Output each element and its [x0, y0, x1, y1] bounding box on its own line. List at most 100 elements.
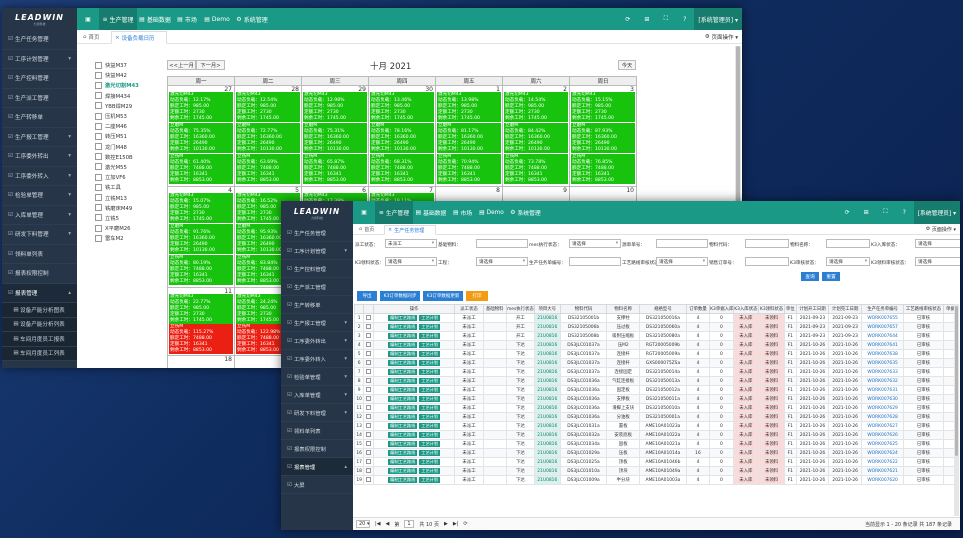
calendar-day[interactable]: 2 激光切M43 动态负载：14.54% 额定工时：985.00 定额工时：2730 剩余…: [503, 86, 570, 187]
edit-route-button[interactable]: 编制工艺路线: [388, 450, 418, 456]
edit-route-button[interactable]: 编制工艺路线: [388, 414, 418, 420]
table-row[interactable]: 8 编制工艺路线 工艺计划 未派工 下达 21U0816 DS3JLC01036a 气缸连接板…: [353, 376, 959, 386]
checkbox[interactable]: [95, 132, 102, 140]
edit-route-button[interactable]: 编制工艺路线: [388, 351, 418, 357]
column-header[interactable]: 规格型号: [639, 304, 687, 314]
equipment-item[interactable]: 激光切割M43: [95, 80, 145, 90]
table-row[interactable]: 4 编制工艺路线 工艺计划 未派工 下达 21U0816 DS3JLC01037a 压M2 RG…: [353, 340, 959, 350]
equipment-item[interactable]: 数控E150B: [95, 152, 145, 162]
process-plan-button[interactable]: 工艺计划: [419, 342, 441, 348]
topnav-4[interactable]: ⚙ 系统管理: [236, 15, 268, 24]
load-event[interactable]: 立磨M 动态负载：75.35% 额定工时：16360.00 定额工时：26490 剩余工…: [169, 123, 233, 153]
sidebar-subitem-0[interactable]: ▤ 设备产能分析图表: [2, 303, 77, 318]
tab-home[interactable]: ⌂ 首页: [83, 33, 100, 41]
row-checkbox[interactable]: [366, 314, 372, 320]
checkbox[interactable]: [95, 122, 102, 130]
refresh-icon[interactable]: ⟳: [625, 15, 631, 23]
filter-select[interactable]: 请选择▾: [476, 257, 528, 266]
load-event[interactable]: 激光切M43 动态负载：12.54% 额定工时：985.00 定额工时：2730 剩余工…: [236, 92, 300, 122]
action-button-2[interactable]: K3订单数据更新: [423, 291, 463, 301]
filter-input[interactable]: [745, 257, 789, 266]
row-checkbox[interactable]: [366, 458, 372, 464]
filter-select[interactable]: 请选择▾: [915, 239, 960, 248]
row-checkbox[interactable]: [366, 395, 372, 401]
table-row[interactable]: 1 编制工艺路线 工艺计划 未派工 开工 21U0816 DS32105001b 支撑柱 DS3…: [353, 313, 959, 323]
row-checkbox[interactable]: [366, 413, 372, 419]
process-plan-button[interactable]: 工艺计划: [419, 477, 441, 483]
checkbox[interactable]: [95, 234, 102, 242]
load-event[interactable]: 立铣M 动态负载：70.94% 额定工时：7488.00 定额工时：16341 剩余工时…: [437, 154, 501, 184]
home-icon[interactable]: ▣: [361, 209, 367, 216]
table-row[interactable]: 14 编制工艺路线 工艺计划 未派工 下达 21U0816 DS3JLC01032a 安装底板…: [353, 430, 959, 440]
topnav-1[interactable]: ▤ 基础数据: [139, 15, 171, 24]
process-plan-button[interactable]: 工艺计划: [419, 333, 441, 339]
load-event[interactable]: 激光切M43 动态负载：15.15% 额定工时：985.00 定额工时：2730 剩余工…: [571, 92, 635, 122]
load-event[interactable]: 立磨M 动态负载：75.31% 额定工时：16360.00 定额工时：26490 剩余工…: [303, 123, 367, 153]
sidebar-subitem-1[interactable]: ▤ 设备产能分析列表: [2, 317, 77, 332]
grid-icon[interactable]: ⊞: [644, 15, 650, 23]
process-plan-button[interactable]: 工艺计划: [419, 432, 441, 438]
equipment-item[interactable]: 立铣5: [95, 213, 145, 223]
filter-input[interactable]: [569, 257, 621, 266]
topnav-2[interactable]: ▤ 市场: [452, 209, 473, 218]
row-checkbox[interactable]: [366, 476, 372, 482]
edit-route-button[interactable]: 编制工艺路线: [388, 360, 418, 366]
load-event[interactable]: 激光切M43 动态负载：13.98% 额定工时：985.00 定额工时：2730 剩余工…: [437, 92, 501, 122]
equipment-item[interactable]: 压机M53: [95, 111, 145, 121]
checkbox[interactable]: [95, 163, 102, 171]
load-event[interactable]: 激光切M43 动态负载：13.46% 额定工时：985.00 定额工时：2730 剩余工…: [370, 92, 434, 122]
filter-input[interactable]: [745, 239, 789, 248]
topnav-4[interactable]: ⚙ 系统管理: [510, 209, 541, 218]
today-button[interactable]: 今天: [618, 60, 636, 70]
checkbox[interactable]: [95, 61, 102, 69]
calendar-day[interactable]: 30 激光切M43 动态负载：13.46% 额定工时：985.00 定额工时：2730 剩…: [369, 86, 436, 187]
page-number-input[interactable]: 1: [404, 520, 415, 528]
page-operations-button[interactable]: ⚙ 页面操作 ▾: [925, 226, 956, 233]
close-icon[interactable]: ×: [115, 34, 120, 41]
sidebar-subitem-3[interactable]: ▤ 车间月度员工列表: [2, 346, 77, 361]
filter-select[interactable]: 请选择▾: [656, 257, 708, 266]
load-event[interactable]: 激光切M43 动态负载：14.54% 额定工时：985.00 定额工时：2730 剩余工…: [504, 92, 568, 122]
filter-select[interactable]: 请选择▾: [569, 239, 621, 248]
load-event[interactable]: 立磨M 动态负载：81.17% 额定工时：16360.00 定额工时：26490 剩余工…: [437, 123, 501, 153]
calendar-day[interactable]: 3 激光切M43 动态负载：15.15% 额定工时：985.00 定额工时：2730 剩余…: [570, 86, 637, 187]
column-header[interactable]: [363, 304, 374, 314]
process-plan-button[interactable]: 工艺计划: [419, 315, 441, 321]
equipment-item[interactable]: 立加VF6: [95, 172, 145, 182]
sidebar-item-0[interactable]: ☑ 生产任务管理: [281, 224, 353, 242]
sidebar-item-2[interactable]: ☑ 生产控料管理: [281, 260, 353, 278]
help-icon[interactable]: ?: [902, 209, 906, 216]
row-checkbox[interactable]: [366, 323, 372, 329]
topnav-3[interactable]: ▤ Demo: [204, 15, 230, 23]
checkbox[interactable]: [95, 194, 102, 202]
edit-route-button[interactable]: 编制工艺路线: [388, 324, 418, 330]
row-checkbox[interactable]: [366, 368, 372, 374]
filter-select[interactable]: 请选择▾: [385, 257, 437, 266]
edit-route-button[interactable]: 编制工艺路线: [388, 441, 418, 447]
refresh-icon[interactable]: ⟳: [463, 521, 468, 527]
equipment-item[interactable]: 激光M55: [95, 162, 145, 172]
column-header[interactable]: 物料代码: [559, 304, 608, 314]
sidebar-item-9[interactable]: ☑ 入库单管理 ▾: [2, 206, 77, 225]
process-plan-button[interactable]: 工艺计划: [419, 387, 441, 393]
checkbox[interactable]: [95, 143, 102, 151]
column-header[interactable]: 计划完工日期: [828, 304, 863, 314]
column-header[interactable]: 物料名称: [606, 304, 641, 314]
row-checkbox[interactable]: [366, 386, 372, 392]
table-row[interactable]: 15 编制工艺路线 工艺计划 未派工 下达 21U0816 DS3JLC01034a 固板 AM…: [353, 439, 959, 449]
process-plan-button[interactable]: 工艺计划: [419, 369, 441, 375]
prev-page-icon[interactable]: ◀: [385, 521, 390, 527]
topnav-1[interactable]: ▤ 基础数据: [415, 209, 447, 218]
tab-home[interactable]: ⌂ 首页: [359, 226, 375, 233]
tab-production-task[interactable]: × 生产任务管理: [384, 225, 436, 235]
equipment-item[interactable]: YBB焊M29: [95, 101, 145, 111]
sidebar-item-13[interactable]: ☑ 报表管理 ▴: [281, 458, 353, 476]
topnav-2[interactable]: ▤ 市场: [177, 15, 197, 24]
filter-input[interactable]: [826, 239, 870, 248]
sidebar-item-12[interactable]: ☑ 报表权限控制: [281, 440, 353, 458]
edit-route-button[interactable]: 编制工艺路线: [388, 468, 418, 474]
row-checkbox[interactable]: [366, 341, 372, 347]
column-header[interactable]: 工艺路线审核状态: [903, 304, 944, 314]
sidebar-item-7[interactable]: ☑ 工序委外转入 ▾: [281, 350, 353, 368]
table-row[interactable]: 11 编制工艺路线 工艺计划 未派工 下达 21U0816 DS3JLC01036a 滑脚上支…: [353, 403, 959, 413]
